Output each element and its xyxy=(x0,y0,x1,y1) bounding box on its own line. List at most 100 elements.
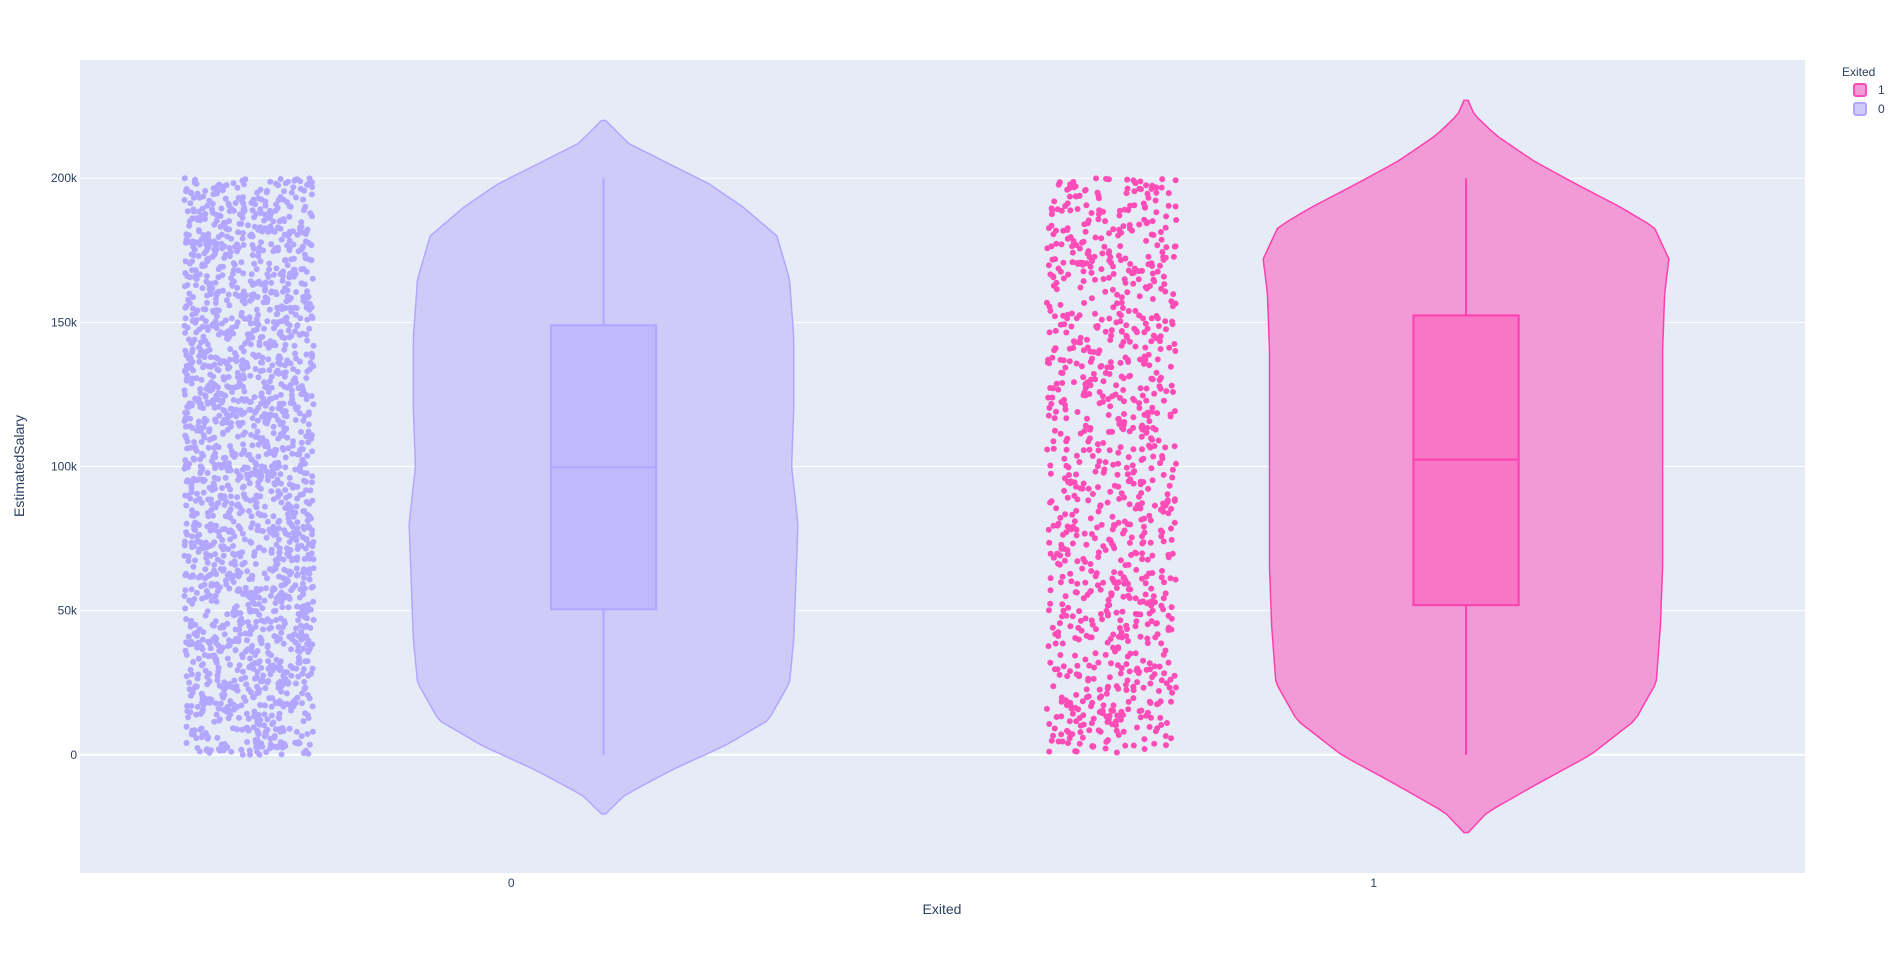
data-point xyxy=(203,273,210,280)
data-point xyxy=(301,585,308,592)
data-point xyxy=(1061,455,1068,462)
data-point xyxy=(197,726,204,733)
data-point xyxy=(1171,408,1178,415)
data-point xyxy=(300,591,306,598)
data-point xyxy=(1096,347,1103,354)
data-point xyxy=(1090,370,1097,377)
data-point xyxy=(255,249,262,255)
data-point xyxy=(254,669,261,676)
data-point xyxy=(192,267,199,274)
legend-label-1[interactable]: 1 xyxy=(1878,83,1885,97)
data-point xyxy=(1050,554,1057,561)
data-point xyxy=(185,478,192,485)
data-point xyxy=(1168,536,1175,543)
data-point xyxy=(266,367,273,374)
data-point xyxy=(1056,561,1063,568)
data-point xyxy=(1130,446,1137,453)
data-point xyxy=(1126,222,1133,228)
legend-label-0[interactable]: 0 xyxy=(1878,102,1885,116)
data-point xyxy=(302,545,309,552)
y-tick-label: 50k xyxy=(58,604,78,618)
data-point xyxy=(219,526,226,533)
data-point xyxy=(1118,328,1125,335)
data-point xyxy=(1171,443,1178,450)
data-point xyxy=(282,487,289,493)
data-point xyxy=(1157,229,1164,235)
data-point xyxy=(194,703,201,710)
data-point xyxy=(258,239,264,246)
data-point xyxy=(1064,435,1071,442)
data-point xyxy=(1130,742,1137,749)
data-point xyxy=(304,601,311,608)
data-point xyxy=(239,651,246,658)
data-point xyxy=(238,746,245,753)
data-point xyxy=(228,275,235,282)
data-point xyxy=(241,315,248,322)
data-point xyxy=(203,247,210,254)
data-point xyxy=(277,739,284,746)
data-point xyxy=(1114,291,1121,298)
data-point xyxy=(266,306,273,313)
data-point xyxy=(1119,608,1126,615)
data-point xyxy=(1105,412,1112,418)
data-point xyxy=(1104,612,1111,619)
data-point xyxy=(273,531,280,538)
legend-swatch-0[interactable] xyxy=(1853,102,1867,116)
data-point xyxy=(298,280,305,287)
data-point xyxy=(208,379,215,386)
data-point xyxy=(189,425,196,431)
data-point xyxy=(1151,502,1158,509)
data-point xyxy=(1108,592,1115,599)
data-point xyxy=(1065,604,1072,611)
data-point xyxy=(1121,398,1127,405)
data-point xyxy=(283,413,290,420)
data-point xyxy=(1065,478,1071,485)
data-point xyxy=(219,485,226,491)
data-point xyxy=(1146,660,1153,667)
data-point xyxy=(1125,586,1132,593)
data-point xyxy=(283,690,290,697)
data-point xyxy=(196,353,203,359)
data-point xyxy=(234,667,241,674)
legend-swatch-1[interactable] xyxy=(1853,83,1867,97)
data-point xyxy=(1159,529,1166,536)
data-point xyxy=(273,180,279,187)
data-point xyxy=(1092,650,1099,657)
data-point xyxy=(1057,652,1064,658)
data-point xyxy=(221,254,228,261)
data-point xyxy=(1171,519,1178,526)
data-point xyxy=(253,744,260,751)
data-point xyxy=(205,496,212,503)
data-point xyxy=(1088,295,1095,302)
data-point xyxy=(1079,698,1086,705)
data-point xyxy=(1122,354,1129,361)
data-point xyxy=(256,468,263,475)
data-point xyxy=(1147,680,1154,687)
data-point xyxy=(192,275,199,282)
data-point xyxy=(1144,412,1151,419)
data-point xyxy=(1048,222,1055,229)
data-point xyxy=(1168,615,1175,622)
data-point xyxy=(285,501,292,508)
data-point xyxy=(1095,549,1102,556)
data-point xyxy=(220,706,227,713)
data-point xyxy=(1144,621,1151,628)
data-point xyxy=(300,196,307,203)
data-point xyxy=(236,220,243,227)
data-point xyxy=(280,703,287,710)
data-point xyxy=(224,620,231,627)
data-point xyxy=(1120,375,1127,382)
data-point xyxy=(1062,697,1069,704)
data-point xyxy=(241,181,247,188)
data-point xyxy=(1084,336,1090,343)
legend[interactable]: Exited 10 xyxy=(1842,65,1885,116)
data-point xyxy=(1055,520,1062,527)
data-point xyxy=(254,417,261,424)
data-point xyxy=(269,362,276,369)
data-point xyxy=(1094,189,1101,196)
data-point xyxy=(1051,313,1058,320)
data-point xyxy=(1160,273,1167,280)
data-point xyxy=(302,203,309,210)
data-point xyxy=(1076,245,1083,252)
data-point xyxy=(266,266,273,273)
